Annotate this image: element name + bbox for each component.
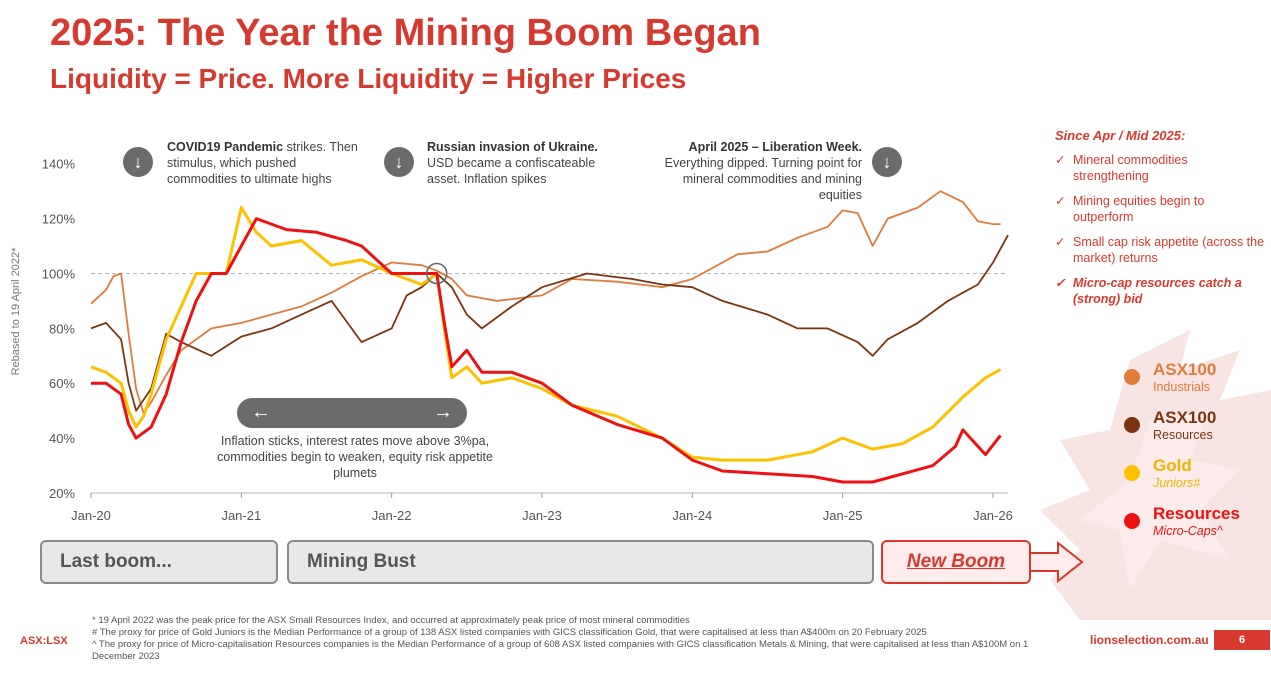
covid-annotation: COVID19 Pandemic strikes. Then stimulus,…	[167, 139, 367, 187]
page-subtitle: Liquidity = Price. More Liquidity = High…	[50, 63, 687, 94]
y-tick-label: 120%	[42, 212, 76, 227]
y-tick-label: 140%	[42, 157, 76, 172]
bust-note: Inflation sticks, interest rates move ab…	[217, 434, 493, 480]
since-item: ✓ Mining equities begin to outperform	[1055, 193, 1265, 225]
x-tick-label: Jan-26	[973, 508, 1013, 523]
since-title: Since Apr / Mid 2025:	[1055, 128, 1186, 143]
since-item-text: Micro-cap resources catch a (strong) bid	[1073, 276, 1242, 306]
legend-dot	[1124, 417, 1140, 433]
x-tick-label: Jan-21	[221, 508, 261, 523]
series-line-asx100-resources	[90, 234, 1009, 412]
legend-sub: Micro-Caps^	[1153, 524, 1223, 538]
website-link[interactable]: lionselection.com.au	[1090, 633, 1209, 647]
y-tick-label: 60%	[49, 376, 75, 391]
legend-name: Resources	[1153, 504, 1240, 523]
since-item: ✓ Mineral commodities strengthening	[1055, 152, 1265, 184]
footnote: # The proxy for price of Gold Juniors is…	[92, 627, 927, 638]
legend-sub: Juniors#	[1153, 476, 1201, 490]
footnote: * 19 April 2022 was the peak price for t…	[92, 615, 690, 626]
y-tick-label: 100%	[42, 266, 76, 281]
legend-sub: Industrials	[1153, 380, 1210, 394]
footnotes: * 19 April 2022 was the peak price for t…	[92, 615, 1052, 663]
arrow-down-icon: ↓	[872, 147, 902, 177]
legend-dot	[1124, 513, 1140, 529]
liberation-annotation-text: Everything dipped. Turning point for min…	[664, 156, 862, 202]
since-item: ✓ Small cap risk appetite (across the mar…	[1055, 234, 1265, 266]
arrow-down-icon: ↓	[123, 147, 153, 177]
x-tick-label: Jan-20	[71, 508, 111, 523]
check-icon: ✓	[1055, 276, 1066, 290]
series-line-asx100-industrials	[90, 190, 1001, 415]
phase-mining-bust: Mining Bust	[287, 540, 874, 584]
since-item: ✓ Micro-cap resources catch a (strong) bi…	[1055, 275, 1265, 307]
since-list: ✓ Mineral commodities strengthening ✓ Mini…	[1055, 152, 1265, 316]
legend-dot	[1124, 369, 1140, 385]
series-line-gold-juniors	[90, 206, 1002, 462]
ukraine-annotation-bold: Russian invasion of Ukraine.	[427, 140, 598, 154]
y-tick-label: 20%	[49, 486, 75, 501]
ukraine-annotation: Russian invasion of Ukraine. USD became …	[427, 139, 627, 187]
chart-series	[90, 190, 1009, 484]
liberation-annotation-bold: April 2025 – Liberation Week.	[688, 140, 862, 154]
arrow-down-icon: ↓	[384, 147, 414, 177]
legend-item-industrials: ASX100 Industrials	[1122, 360, 1271, 408]
check-icon: ✓	[1055, 235, 1066, 249]
phase-last-boom: Last boom...	[40, 540, 278, 584]
chart-axes: 20% 40% 60% 80% 100% 120% 140% Jan-20 Jan-21 Jan-…	[10, 157, 1013, 523]
lion-watermark-icon	[1040, 330, 1271, 620]
liberation-annotation: April 2025 – Liberation Week. Everything…	[648, 139, 862, 203]
arrow-right-icon: →	[433, 401, 453, 423]
x-tick-label: Jan-25	[823, 508, 863, 523]
chart-legend: ASX100 Industrials ASX100 Resources Gold…	[1122, 360, 1271, 552]
peak-marker	[426, 262, 448, 285]
ticker-code: ASX:LSX	[20, 635, 68, 647]
legend-item-resources: ASX100 Resources	[1122, 408, 1271, 456]
footnote: ^ The proxy for price of Micro-capitalis…	[92, 639, 1029, 662]
since-item-text: Mineral commodities strengthening	[1073, 153, 1188, 183]
legend-dot	[1124, 465, 1140, 481]
legend-name: ASX100	[1153, 408, 1217, 427]
legend-item-gold: Gold Juniors#	[1122, 456, 1271, 504]
check-icon: ✓	[1055, 194, 1066, 208]
performance-line-chart: 20% 40% 60% 80% 100% 120% 140% Jan-20 Jan-21 Jan-…	[10, 157, 1013, 523]
arrow-right-outline-icon	[1029, 540, 1084, 584]
covid-annotation-text: strikes. Then stimulus, which pushed com…	[167, 140, 358, 186]
phase-new-boom: New Boom	[881, 540, 1031, 584]
since-item-text: Mining equities begin to outperform	[1073, 194, 1205, 224]
legend-name: Gold	[1153, 456, 1192, 475]
check-icon: ✓	[1055, 153, 1066, 167]
y-tick-label: 40%	[49, 431, 75, 446]
page-title: 2025: The Year the Mining Boom Began	[50, 12, 761, 54]
arrow-left-icon: ←	[251, 401, 271, 423]
y-tick-label: 80%	[49, 321, 75, 336]
y-axis-label: Rebased to 19 April 2022*	[10, 247, 22, 376]
bust-period-arrow: ← →	[237, 398, 467, 428]
since-item-text: Small cap risk appetite (across the mark…	[1073, 235, 1265, 265]
legend-item-microcaps: Resources Micro-Caps^	[1122, 504, 1271, 552]
page-number: 6	[1214, 630, 1270, 650]
x-tick-label: Jan-22	[372, 508, 412, 523]
ukraine-annotation-text: USD became a confiscateable asset. Infla…	[427, 156, 596, 186]
legend-name: ASX100	[1153, 360, 1217, 379]
x-tick-label: Jan-23	[522, 508, 562, 523]
legend-sub: Resources	[1153, 428, 1213, 442]
covid-annotation-bold: COVID19 Pandemic	[167, 140, 284, 154]
x-tick-label: Jan-24	[672, 508, 712, 523]
series-line-resources-micro-caps	[91, 217, 1002, 484]
